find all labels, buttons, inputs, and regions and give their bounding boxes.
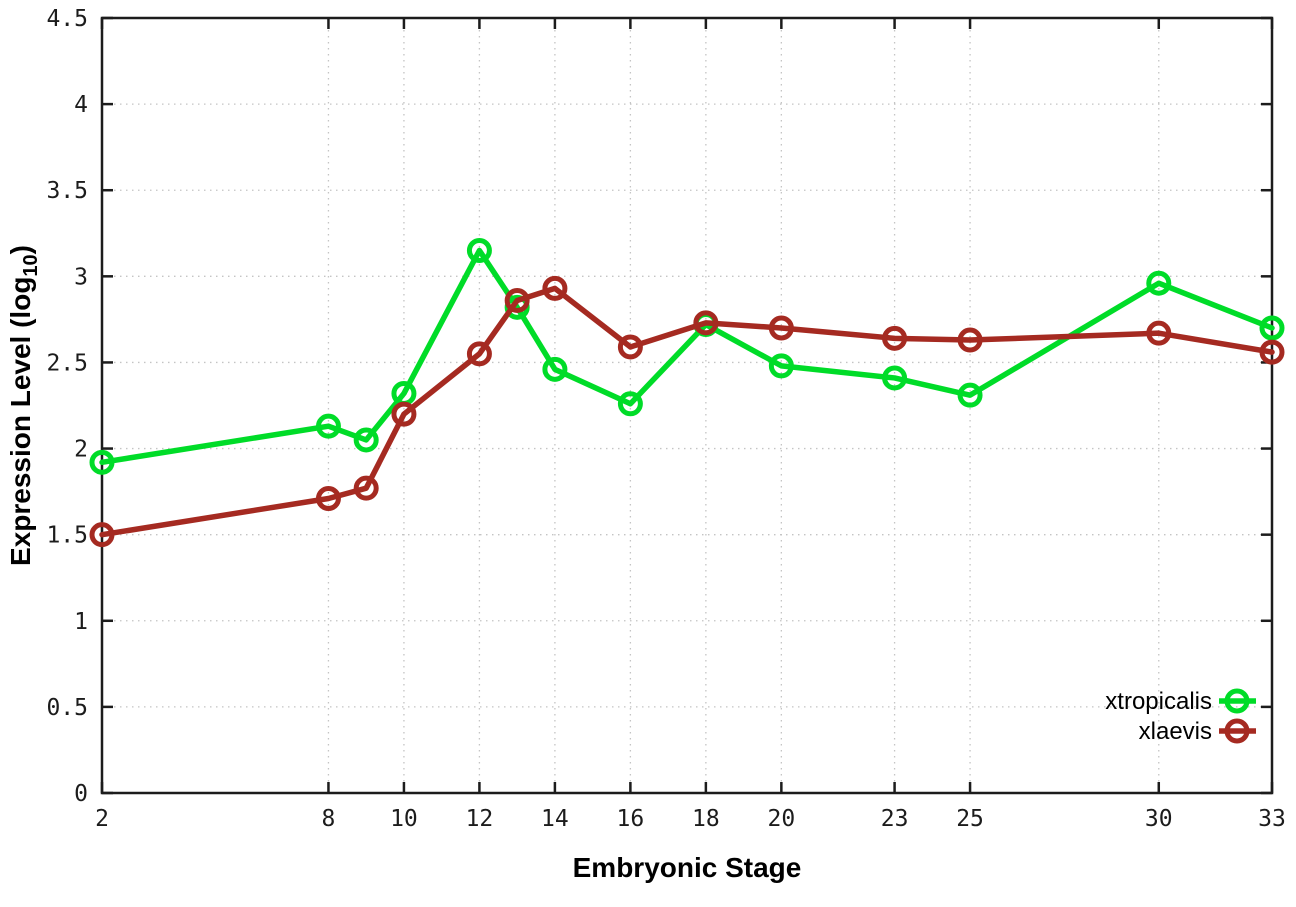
data-point-xtropicalis-8 <box>315 413 341 439</box>
data-point-xlaevis-10 <box>391 401 417 427</box>
x-axis-title: Embryonic Stage <box>573 852 802 883</box>
data-point-xtropicalis-12 <box>466 238 492 263</box>
data-point-xlaevis-2 <box>89 522 115 548</box>
data-point-xlaevis-13 <box>504 287 530 313</box>
legend-label-xtropicalis: xtropicalis <box>1105 688 1212 715</box>
y-tick-label: 0.5 <box>46 695 88 721</box>
legend-marker-xlaevis <box>1224 718 1250 744</box>
data-point-xlaevis-20 <box>768 315 794 341</box>
data-point-xlaevis-16 <box>617 334 643 360</box>
y-tick-label: 2.5 <box>46 350 88 376</box>
data-point-xtropicalis-20 <box>768 353 794 379</box>
legend-label-xlaevis: xlaevis <box>1139 718 1212 745</box>
data-point-xtropicalis-9 <box>353 427 379 453</box>
data-point-xtropicalis-14 <box>542 356 568 382</box>
data-point-xlaevis-33 <box>1259 339 1285 365</box>
x-tick-label: 30 <box>1145 806 1173 832</box>
data-point-xtropicalis-25 <box>957 382 983 408</box>
data-point-xlaevis-23 <box>882 325 908 351</box>
data-point-xtropicalis-16 <box>617 391 643 417</box>
data-point-xlaevis-14 <box>542 275 568 301</box>
data-point-xlaevis-30 <box>1146 320 1172 346</box>
y-tick-label: 2 <box>74 437 88 463</box>
y-tick-label: 1.5 <box>46 523 88 549</box>
series-line-xtropicalis <box>99 247 1275 466</box>
x-tick-label: 10 <box>390 806 418 832</box>
x-tick-label: 20 <box>768 806 796 832</box>
data-point-xlaevis-25 <box>957 327 983 353</box>
series-line-xlaevis <box>99 285 1275 538</box>
y-tick-label: 4 <box>74 92 88 118</box>
x-tick-label: 33 <box>1258 806 1286 832</box>
x-tick-label: 2 <box>95 806 109 832</box>
y-tick-label: 3 <box>74 264 88 290</box>
data-point-xlaevis-8 <box>315 486 341 511</box>
y-tick-label: 4.5 <box>46 6 88 32</box>
legend-marker-xtropicalis <box>1224 688 1250 714</box>
data-point-xlaevis-9 <box>353 475 379 501</box>
plot-border <box>100 16 1274 795</box>
y-tick-label: 0 <box>74 781 88 807</box>
x-tick-label: 16 <box>617 806 645 832</box>
data-point-xtropicalis-33 <box>1259 315 1285 341</box>
x-tick-label: 23 <box>881 806 909 832</box>
data-point-xtropicalis-2 <box>89 449 115 475</box>
y-axis-title: Expression Level (log10) <box>5 245 42 566</box>
legend: xtropicalis xlaevis <box>1105 688 1256 745</box>
y-tick-label: 1 <box>74 609 88 635</box>
x-tick-label: 18 <box>692 806 720 832</box>
data-point-xlaevis-18 <box>693 310 719 336</box>
data-point-xtropicalis-23 <box>882 365 908 391</box>
data-point-xtropicalis-30 <box>1146 270 1172 296</box>
x-tick-label: 14 <box>541 806 569 832</box>
y-tick-label: 3.5 <box>46 178 88 204</box>
x-tick-label: 12 <box>466 806 494 832</box>
x-tick-label: 25 <box>956 806 984 832</box>
x-tick-label: 8 <box>322 806 336 832</box>
data-point-xlaevis-12 <box>466 341 492 367</box>
